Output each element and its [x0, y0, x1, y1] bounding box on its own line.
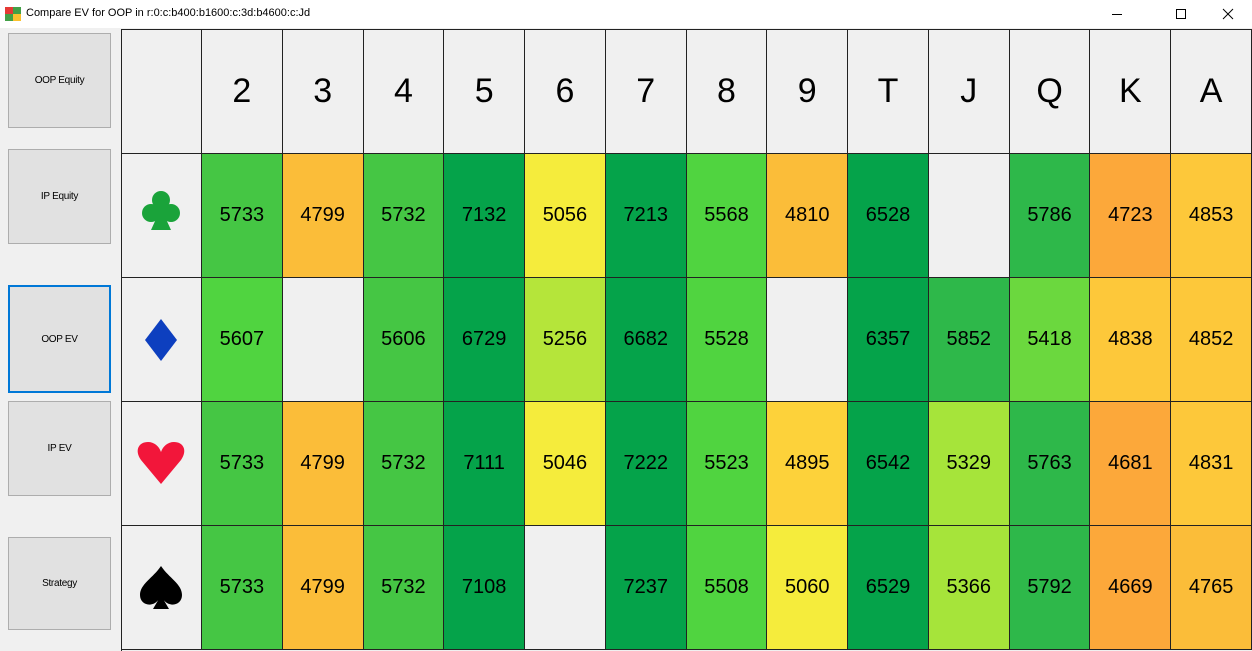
ev-cell: 5732 [363, 526, 445, 650]
rank-header: 9 [767, 30, 849, 154]
ev-cell: 5792 [1009, 526, 1091, 650]
ev-cell: 5733 [202, 154, 283, 278]
ev-cell [767, 278, 849, 402]
ev-cell: 5329 [928, 402, 1010, 526]
ev-cell: 6357 [848, 278, 929, 402]
ev-cell: 4810 [767, 154, 849, 278]
ev-cell: 6542 [848, 402, 929, 526]
ev-cell [525, 526, 606, 650]
rank-header: 8 [686, 30, 768, 154]
ev-cell: 4853 [1171, 154, 1252, 278]
ev-cell: 6529 [848, 526, 929, 650]
ev-cell: 5733 [202, 526, 283, 650]
ev-cell: 5046 [525, 402, 606, 526]
ev-cell: 5418 [1009, 278, 1091, 402]
ev-cell: 4723 [1090, 154, 1172, 278]
title-bar: Compare EV for OOP in r:0:c:b400:b1600:c… [0, 0, 1252, 28]
ev-cell: 4669 [1090, 526, 1172, 650]
ev-cell: 4799 [282, 402, 364, 526]
ev-cell: 4799 [282, 154, 364, 278]
ev-cell: 5786 [1009, 154, 1091, 278]
rank-header: Q [1009, 30, 1091, 154]
ev-cell: 5060 [767, 526, 849, 650]
ev-cell: 4681 [1090, 402, 1172, 526]
ev-cell: 6528 [848, 154, 929, 278]
ev-cell: 4895 [767, 402, 849, 526]
suit-cell [122, 402, 202, 526]
ev-cell: 7132 [444, 154, 526, 278]
ev-cell: 7237 [605, 526, 687, 650]
ev-cell: 6682 [605, 278, 687, 402]
ev-cell: 5528 [686, 278, 768, 402]
ev-cell: 5508 [686, 526, 768, 650]
close[interactable] [1222, 8, 1234, 20]
ev-cell: 4765 [1171, 526, 1252, 650]
ev-cell: 7222 [605, 402, 687, 526]
rank-header: A [1171, 30, 1252, 154]
rank-header: 3 [282, 30, 364, 154]
rank-header: T [848, 30, 929, 154]
side-button[interactable]: IP EV [8, 401, 111, 496]
side-button[interactable]: IP Equity [8, 149, 111, 244]
app-icon [5, 7, 21, 21]
ev-cell: 5732 [363, 154, 445, 278]
ev-cell: 6729 [444, 278, 526, 402]
ev-cell: 5763 [1009, 402, 1091, 526]
window-title: Compare EV for OOP in r:0:c:b400:b1600:c… [26, 7, 311, 19]
suit-cell [122, 278, 202, 402]
ev-cell: 4838 [1090, 278, 1172, 402]
ev-cell: 7108 [444, 526, 526, 650]
suit-cell [122, 526, 202, 650]
ev-cell: 7213 [605, 154, 687, 278]
ev-cell: 7111 [444, 402, 526, 526]
ev-cell: 5606 [363, 278, 445, 402]
ev-cell: 5607 [202, 278, 283, 402]
side-button[interactable]: OOP EV [8, 285, 111, 393]
rank-header: 2 [202, 30, 283, 154]
ev-cell: 5523 [686, 402, 768, 526]
side-button[interactable]: Strategy [8, 537, 111, 630]
ev-cell: 5366 [928, 526, 1010, 650]
ev-cell: 5568 [686, 154, 768, 278]
rank-header: 5 [444, 30, 526, 154]
ev-cell: 4852 [1171, 278, 1252, 402]
corner-cell [122, 30, 202, 154]
suit-cell [122, 154, 202, 278]
rank-header: 7 [605, 30, 687, 154]
ev-cell: 5733 [202, 402, 283, 526]
ev-cell: 5852 [928, 278, 1010, 402]
rank-header: 6 [525, 30, 606, 154]
rank-header: J [928, 30, 1010, 154]
side-button[interactable]: OOP Equity [8, 33, 111, 128]
ev-cell: 4799 [282, 526, 364, 650]
rank-header: 4 [363, 30, 445, 154]
ev-table: 2 3 4 5 6 7 8 9 T J Q K A 5733 4799 5732 7132 5056 7213 556… [121, 29, 1252, 651]
ev-cell [928, 154, 1010, 278]
window-controls [1112, 8, 1234, 20]
rank-header: K [1090, 30, 1172, 154]
ev-cell [282, 278, 364, 402]
ev-cell: 5732 [363, 402, 445, 526]
maximize[interactable] [1176, 9, 1186, 19]
ev-cell: 5256 [525, 278, 606, 402]
ev-cell: 5056 [525, 154, 606, 278]
ev-cell: 4831 [1171, 402, 1252, 526]
